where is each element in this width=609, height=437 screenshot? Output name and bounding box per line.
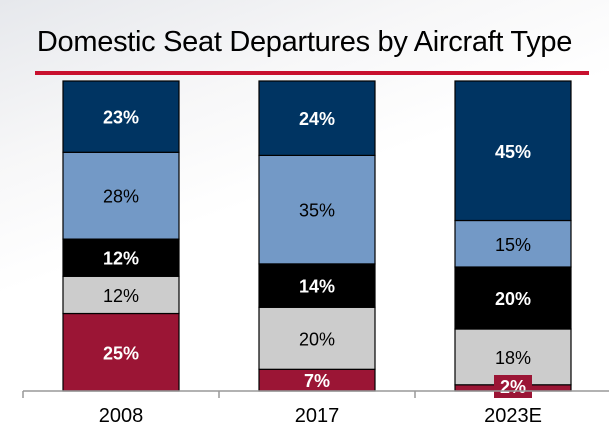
bar-segment [258, 263, 376, 308]
data-label: 45% [495, 142, 531, 162]
bar-segment [258, 306, 376, 370]
data-label: 35% [299, 201, 335, 221]
bar-segment [62, 80, 180, 153]
chart-title: Domestic Seat Departures by Aircraft Typ… [36, 26, 573, 58]
bar-segment [62, 238, 180, 277]
data-label: 20% [299, 329, 335, 349]
bar-segment [454, 80, 572, 222]
data-label: 25% [103, 343, 139, 363]
bar-segment [258, 154, 376, 265]
data-label: 15% [495, 235, 531, 255]
data-label: 14% [299, 277, 335, 297]
bar-segment [62, 312, 180, 392]
data-label: 24% [299, 109, 335, 129]
data-label: 20% [495, 289, 531, 309]
x-tick-label: 2017 [295, 405, 340, 427]
data-label: 18% [495, 348, 531, 368]
data-label: 12% [103, 249, 139, 269]
bar-segment [454, 328, 572, 386]
data-label-box [494, 375, 532, 398]
bar-segment [454, 219, 572, 268]
bar-segment [258, 80, 376, 157]
title-underline [35, 71, 589, 75]
data-label: 2% [500, 377, 526, 397]
x-tick-label: 2008 [99, 405, 144, 427]
x-tick-label: 2023E [484, 405, 542, 427]
data-label: 12% [103, 286, 139, 306]
data-label: 7% [304, 371, 330, 391]
data-label: 23% [103, 108, 139, 128]
bar-segment [454, 266, 572, 330]
bar-segment [62, 275, 180, 315]
data-label: 28% [103, 187, 139, 207]
